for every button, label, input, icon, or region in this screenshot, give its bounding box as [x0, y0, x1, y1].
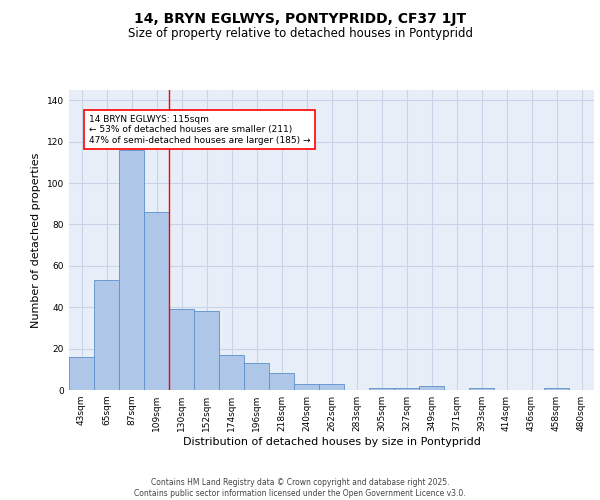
Bar: [419, 386, 444, 390]
Text: 14, BRYN EGLWYS, PONTYPRIDD, CF37 1JT: 14, BRYN EGLWYS, PONTYPRIDD, CF37 1JT: [134, 12, 466, 26]
Bar: [369, 388, 394, 390]
Text: 14 BRYN EGLWYS: 115sqm
← 53% of detached houses are smaller (211)
47% of semi-de: 14 BRYN EGLWYS: 115sqm ← 53% of detached…: [89, 115, 311, 144]
Bar: [319, 384, 344, 390]
Bar: [94, 280, 119, 390]
X-axis label: Distribution of detached houses by size in Pontypridd: Distribution of detached houses by size …: [182, 437, 481, 447]
Bar: [269, 374, 294, 390]
Text: Size of property relative to detached houses in Pontypridd: Size of property relative to detached ho…: [128, 28, 473, 40]
Bar: [244, 363, 269, 390]
Bar: [394, 388, 419, 390]
Bar: [144, 212, 169, 390]
Text: Contains HM Land Registry data © Crown copyright and database right 2025.
Contai: Contains HM Land Registry data © Crown c…: [134, 478, 466, 498]
Bar: [194, 312, 219, 390]
Y-axis label: Number of detached properties: Number of detached properties: [31, 152, 41, 328]
Bar: [544, 388, 569, 390]
Bar: [169, 310, 194, 390]
Bar: [469, 388, 494, 390]
Bar: [119, 150, 144, 390]
Bar: [69, 357, 94, 390]
Bar: [294, 384, 319, 390]
Bar: [219, 355, 244, 390]
